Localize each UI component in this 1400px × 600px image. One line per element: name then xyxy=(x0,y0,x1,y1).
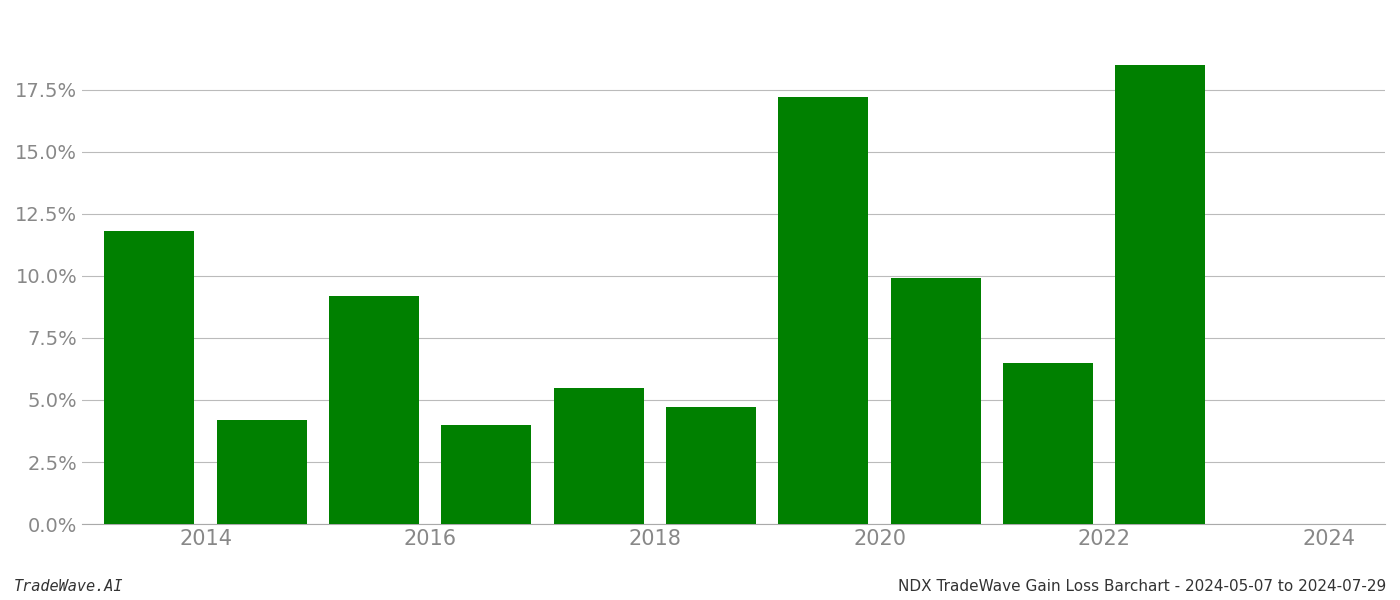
Bar xyxy=(778,97,868,524)
Bar xyxy=(666,407,756,524)
Bar xyxy=(554,388,644,524)
Bar xyxy=(329,296,419,524)
Text: NDX TradeWave Gain Loss Barchart - 2024-05-07 to 2024-07-29: NDX TradeWave Gain Loss Barchart - 2024-… xyxy=(897,579,1386,594)
Bar xyxy=(1116,65,1205,524)
Bar xyxy=(1002,363,1093,524)
Bar xyxy=(105,231,195,524)
Bar xyxy=(441,425,532,524)
Bar xyxy=(890,278,980,524)
Text: TradeWave.AI: TradeWave.AI xyxy=(14,579,123,594)
Bar xyxy=(217,420,307,524)
